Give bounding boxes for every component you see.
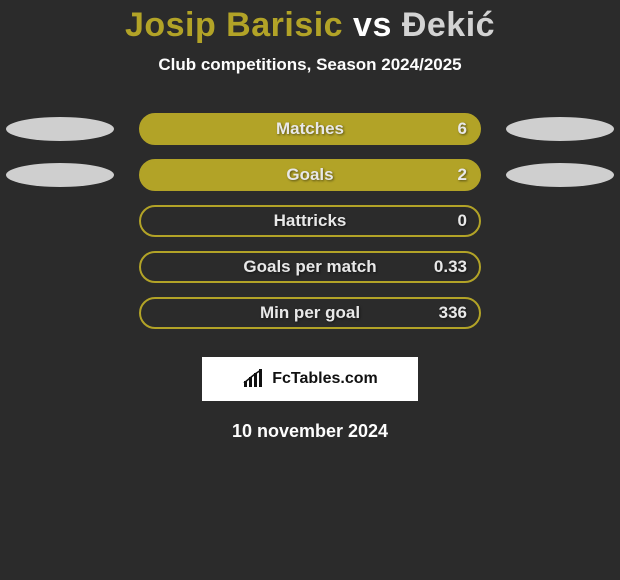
stat-label: Goals (286, 165, 333, 185)
stat-bar: Min per goal 336 (139, 297, 481, 329)
side-ellipse (6, 117, 114, 141)
side-ellipse (6, 163, 114, 187)
stat-bar: Hattricks 0 (139, 205, 481, 237)
player1-name: Josip Barisic (125, 6, 343, 44)
logo-text: FcTables.com (272, 370, 378, 388)
stat-value: 336 (439, 303, 467, 323)
side-ellipse (506, 117, 614, 141)
stat-row: Goals per match 0.33 (0, 251, 620, 283)
stat-row: Min per goal 336 (0, 297, 620, 329)
stat-value: 0 (458, 211, 467, 231)
stat-bar: Matches 6 (139, 113, 481, 145)
stat-value: 2 (458, 165, 467, 185)
side-ellipse (506, 163, 614, 187)
stat-label: Matches (276, 119, 344, 139)
stat-label: Goals per match (243, 257, 376, 277)
date: 10 november 2024 (232, 421, 388, 442)
chart-icon (242, 369, 266, 389)
vs-text: vs (353, 6, 392, 44)
stat-value: 6 (458, 119, 467, 139)
stat-rows: Matches 6 Goals 2 Hattricks 0 Goals per match 0… (0, 113, 620, 329)
stat-row: Hattricks 0 (0, 205, 620, 237)
stat-row: Matches 6 (0, 113, 620, 145)
stat-label: Hattricks (274, 211, 347, 231)
stat-bar: Goals per match 0.33 (139, 251, 481, 283)
player2-name: Đekić (402, 6, 495, 44)
stat-row: Goals 2 (0, 159, 620, 191)
title: Josip Barisic vs Đekić (125, 6, 495, 45)
stat-bar: Goals 2 (139, 159, 481, 191)
comparison-card: Josip Barisic vs Đekić Club competitions… (0, 0, 620, 442)
source-logo: FcTables.com (202, 357, 418, 401)
stat-label: Min per goal (260, 303, 360, 323)
subtitle: Club competitions, Season 2024/2025 (158, 55, 461, 75)
stat-value: 0.33 (434, 257, 467, 277)
